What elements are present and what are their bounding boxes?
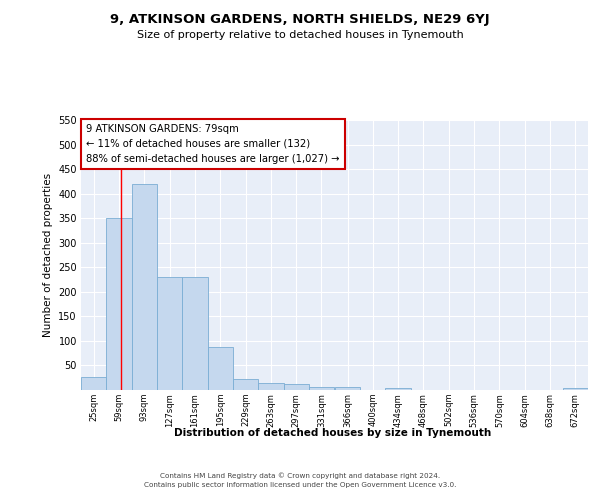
- Y-axis label: Number of detached properties: Number of detached properties: [43, 173, 53, 337]
- Text: 9 ATKINSON GARDENS: 79sqm
← 11% of detached houses are smaller (132)
88% of semi: 9 ATKINSON GARDENS: 79sqm ← 11% of detac…: [86, 124, 340, 164]
- Text: Contains HM Land Registry data © Crown copyright and database right 2024.
Contai: Contains HM Land Registry data © Crown c…: [144, 472, 456, 488]
- Bar: [131, 184, 157, 390]
- Text: Distribution of detached houses by size in Tynemouth: Distribution of detached houses by size …: [175, 428, 491, 438]
- Bar: [258, 382, 284, 390]
- Bar: [385, 388, 411, 390]
- Bar: [335, 387, 360, 390]
- Bar: [81, 376, 106, 390]
- Text: Size of property relative to detached houses in Tynemouth: Size of property relative to detached ho…: [137, 30, 463, 40]
- Bar: [563, 388, 588, 390]
- Bar: [284, 384, 309, 390]
- Bar: [233, 378, 258, 390]
- Bar: [182, 276, 208, 390]
- Bar: [208, 347, 233, 390]
- Text: 9, ATKINSON GARDENS, NORTH SHIELDS, NE29 6YJ: 9, ATKINSON GARDENS, NORTH SHIELDS, NE29…: [110, 12, 490, 26]
- Bar: [106, 218, 131, 390]
- Bar: [157, 276, 182, 390]
- Bar: [309, 386, 334, 390]
